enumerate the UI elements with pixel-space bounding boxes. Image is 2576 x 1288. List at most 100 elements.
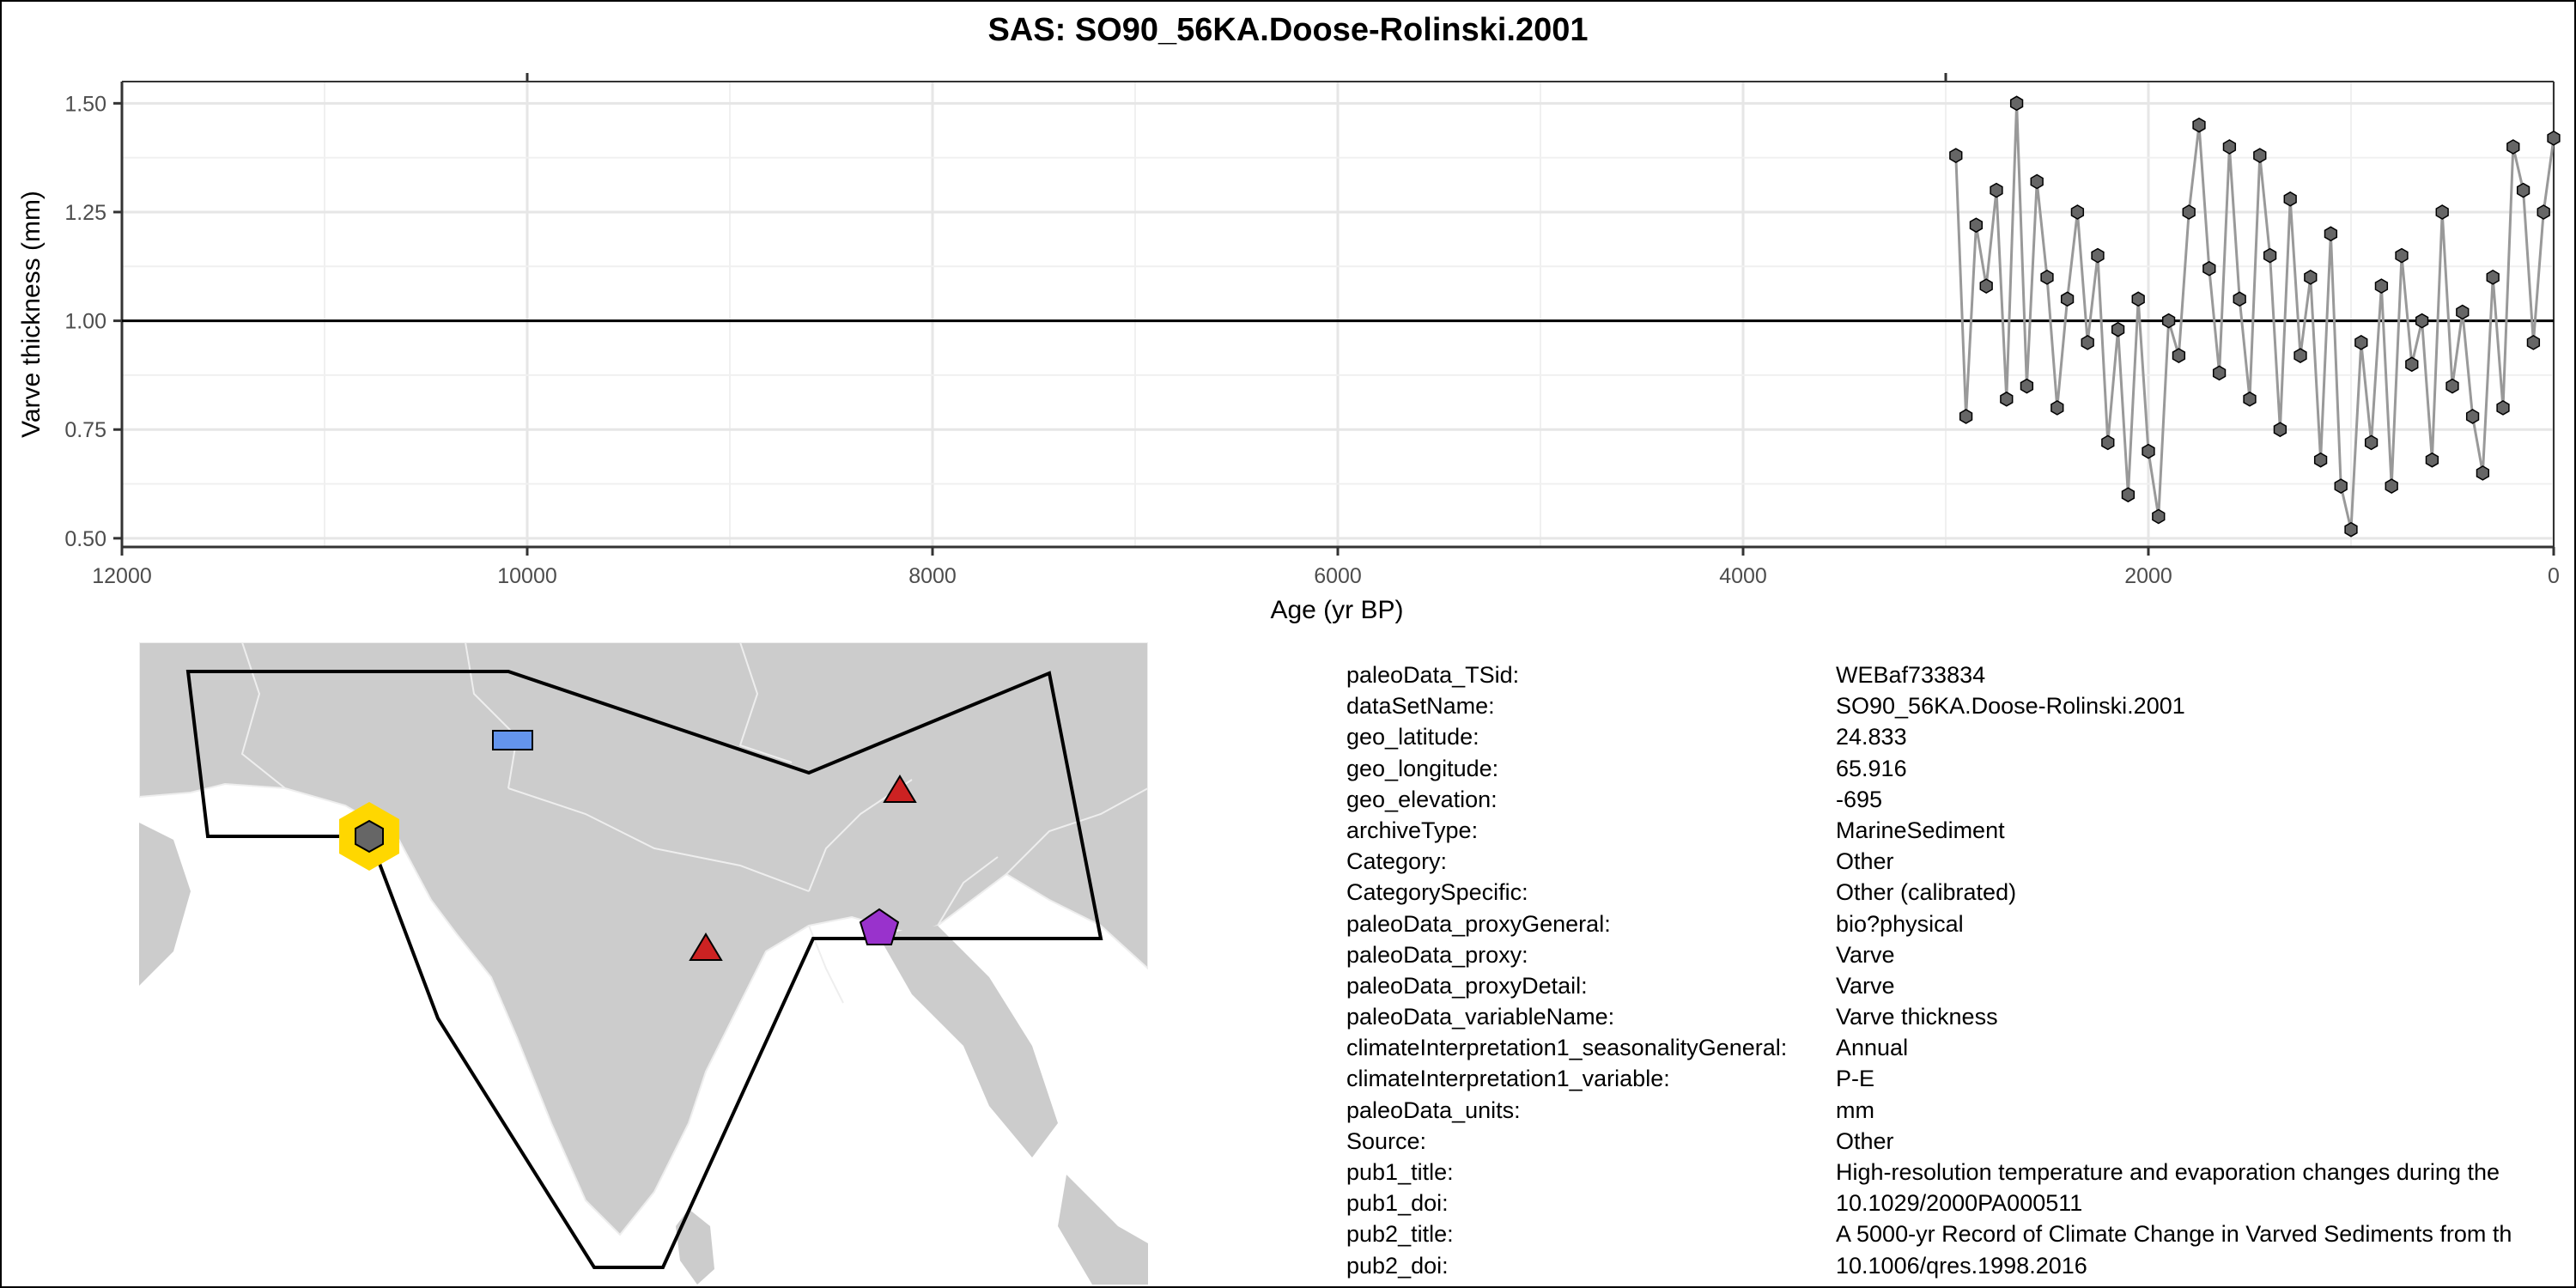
data-point xyxy=(2324,226,2338,242)
metadata-key: pub1_doi: xyxy=(1346,1190,1449,1217)
data-point xyxy=(2476,465,2490,481)
data-point xyxy=(2202,260,2216,276)
metadata-key: geo_latitude: xyxy=(1346,724,1479,750)
data-point xyxy=(2212,365,2227,381)
data-point xyxy=(2020,378,2034,394)
metadata-key: geo_longitude: xyxy=(1346,755,1499,781)
data-point xyxy=(2293,348,2307,363)
data-point xyxy=(1949,148,1963,163)
metadata-value: Other xyxy=(1836,848,1894,875)
data-point xyxy=(2313,452,2328,468)
x-tick-label: 10000 xyxy=(497,564,557,588)
data-point xyxy=(2354,335,2368,350)
data-point xyxy=(2000,391,2014,407)
data-point xyxy=(2496,400,2510,416)
data-point xyxy=(2344,521,2358,538)
red-triangle-marker xyxy=(689,933,723,961)
tick-labels: 12000 10000 8000 6000 4000 2000 0 1.50 1.25 1.00 0… xyxy=(64,92,2560,588)
data-point xyxy=(2101,434,2115,451)
data-point xyxy=(2192,117,2206,133)
metadata-value: Varve xyxy=(1836,972,1895,999)
y-axis-label: Varve thickness (mm) xyxy=(17,191,46,438)
data-point xyxy=(2182,204,2196,220)
data-point xyxy=(2081,335,2094,350)
metadata-value: Varve thickness xyxy=(1836,1004,1998,1030)
data-point xyxy=(2445,378,2459,394)
metadata-key: geo_elevation: xyxy=(1346,786,1498,812)
metadata-value: Varve xyxy=(1836,941,1895,968)
metadata-value: SO90_56KA.Doose-Rolinski.2001 xyxy=(1836,693,2185,720)
data-point xyxy=(2060,291,2075,307)
data-point xyxy=(2222,139,2237,155)
metadata-value: Other (calibrated) xyxy=(1836,879,2017,906)
grid xyxy=(120,82,2555,547)
data-point xyxy=(2385,478,2398,494)
data-point xyxy=(2152,508,2166,525)
data-point xyxy=(2465,409,2480,424)
x-axis-label: Age (yr BP) xyxy=(1270,596,1403,624)
metadata-key: Category: xyxy=(1346,848,1448,875)
land-arabia xyxy=(139,823,191,986)
data-point xyxy=(2526,335,2541,350)
x-tick-label: 2000 xyxy=(2124,564,2172,588)
data-point xyxy=(2111,321,2125,337)
red-triangle-marker xyxy=(883,775,917,803)
axes xyxy=(113,73,2555,556)
metadata-key: archiveType: xyxy=(1346,817,1479,843)
x-tick-label: 12000 xyxy=(92,564,152,588)
data-point xyxy=(2121,487,2136,503)
metadata-value: bio?physical xyxy=(1836,910,1964,937)
metadata-key: paleoData_proxy: xyxy=(1346,941,1528,968)
y-tick-label: 0.50 xyxy=(64,527,106,551)
data-point xyxy=(2142,443,2155,459)
metadata-value: P-E xyxy=(1836,1066,1875,1092)
data-point xyxy=(2009,95,2024,112)
blue-rectangle-marker xyxy=(492,730,533,750)
metadata-key: Source: xyxy=(1346,1127,1427,1154)
metadata-value: mm xyxy=(1836,1097,1874,1123)
data-point xyxy=(2405,356,2419,373)
metadata-value: MarineSediment xyxy=(1836,817,2005,843)
land-sumatra xyxy=(1058,1175,1148,1285)
x-tick-label: 4000 xyxy=(1719,564,1767,588)
metadata-value: 24.833 xyxy=(1836,724,1907,750)
data-point xyxy=(2425,452,2439,468)
metadata-key: paleoData_units: xyxy=(1346,1097,1521,1123)
data-point xyxy=(2334,478,2348,494)
y-tick-label: 1.50 xyxy=(64,92,106,116)
data-point xyxy=(2050,400,2064,416)
data-point xyxy=(2161,313,2176,329)
data-point xyxy=(1979,278,1993,294)
metadata-key: pub2_doi: xyxy=(1346,1252,1449,1279)
data-point xyxy=(2456,304,2470,320)
data-point xyxy=(2273,422,2287,438)
purple-pentagon-marker xyxy=(859,908,900,945)
metadata-value: Other xyxy=(1836,1127,1894,1154)
data-point xyxy=(2040,270,2054,285)
land-southeast-asia xyxy=(878,926,1058,1157)
data-point xyxy=(1969,217,1984,234)
data-point xyxy=(2243,391,2257,407)
data-point xyxy=(2547,131,2561,146)
data-point xyxy=(2537,204,2550,220)
data-point xyxy=(2395,247,2409,264)
x-tick-label: 6000 xyxy=(1314,564,1362,588)
data-point xyxy=(2435,204,2449,220)
chart-svg: 12000 10000 8000 6000 4000 2000 0 1.50 1.25 1.00 0… xyxy=(17,73,2561,624)
location-map xyxy=(139,642,1148,1285)
metadata-value: WEBaf733834 xyxy=(1836,662,1986,688)
data-point xyxy=(2374,278,2389,294)
data-point xyxy=(2506,139,2520,155)
metadata-value: -695 xyxy=(1836,786,1883,812)
y-tick-label: 1.00 xyxy=(64,310,106,334)
data-point xyxy=(2486,270,2500,285)
y-tick-label: 1.25 xyxy=(64,201,106,225)
metadata-key: paleoData_proxyDetail: xyxy=(1346,972,1588,999)
chart-title: SAS: SO90_56KA.Doose-Rolinski.2001 xyxy=(987,12,1589,48)
metadata-key: CategorySpecific: xyxy=(1346,879,1528,906)
data-points xyxy=(1949,95,2561,538)
data-point xyxy=(2233,291,2246,307)
metadata-key: paleoData_TSid: xyxy=(1346,662,1520,688)
metadata-key: paleoData_variableName: xyxy=(1346,1004,1615,1030)
